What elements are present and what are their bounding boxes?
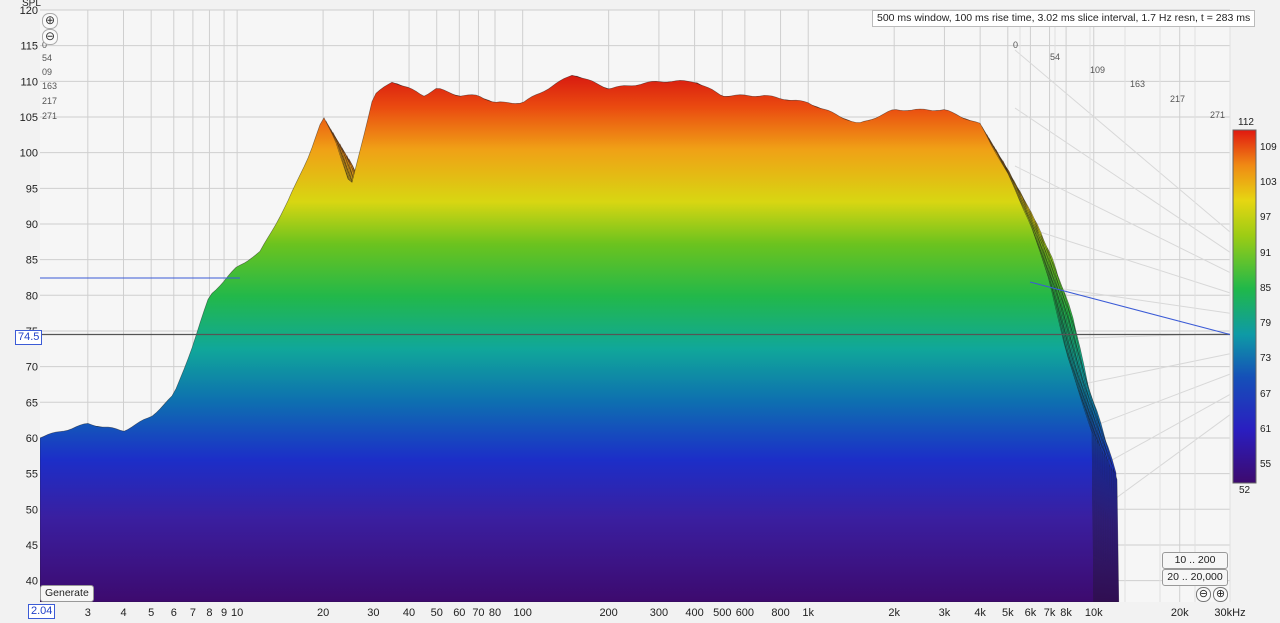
x-tick-label: 300 <box>650 607 668 619</box>
cursor-lines <box>40 277 1231 336</box>
colorbar-tick: 73 <box>1260 353 1272 365</box>
x-tick-label: 200 <box>599 607 617 619</box>
x-tick-label: 100 <box>513 607 531 619</box>
colorbar-min: 52 <box>1239 485 1251 496</box>
x-tick-label: 600 <box>736 607 754 619</box>
x-tick-labels: 3 4 5 6 7 8 9 10 20 30 40 50 60 70 80 100 200 300 400 500 60… <box>85 607 1246 619</box>
x-tick-label: 3k <box>939 607 951 619</box>
y-tick-label: 55 <box>26 469 38 481</box>
colorbar-tick: 91 <box>1260 247 1272 259</box>
waterfall-slice <box>40 74 1095 602</box>
colorbar-tick: 55 <box>1260 459 1272 471</box>
y-axis-label: SPL <box>22 0 41 9</box>
y-tick-label: 50 <box>26 504 38 516</box>
colorbar-tick: 109 <box>1260 141 1277 153</box>
zoom-out-icon[interactable]: ⊖ <box>42 29 58 45</box>
x-tick-label: 4 <box>120 607 126 619</box>
time-axis-left-label: 217 <box>42 96 57 106</box>
x-tick-label: 30kHz <box>1214 607 1245 619</box>
y-tick-label: 45 <box>26 540 38 552</box>
range-10-200-button[interactable]: 10 .. 200 <box>1162 552 1228 569</box>
time-axis-label: 163 <box>1130 79 1145 89</box>
zoom-out-x-icon[interactable]: ⊖ <box>1196 587 1211 602</box>
settings-info: 500 ms window, 100 ms rise time, 3.02 ms… <box>872 10 1256 27</box>
x-tick-label: 70 <box>472 607 484 619</box>
cursor-value[interactable]: 74.5 <box>15 330 43 345</box>
x-tick-label: 10k <box>1085 607 1103 619</box>
colorbar-tick: 67 <box>1260 388 1272 400</box>
y-tick-label: 70 <box>26 362 38 374</box>
y-tick-labels: 120115110105100959085807570656055504540 <box>20 5 38 588</box>
time-axis-left-label: 271 <box>42 111 57 121</box>
time-axis-left-label: 0 <box>42 40 47 50</box>
colorbar-tick: 97 <box>1260 212 1272 224</box>
x-tick-label: 20k <box>1171 607 1189 619</box>
y-tick-label: 110 <box>20 76 38 88</box>
x-tick-label: 10 <box>231 607 243 619</box>
time-axis-left-label: 54 <box>42 53 52 63</box>
freq-min-value[interactable]: 2.04 <box>28 604 56 619</box>
x-tick-label: 6k <box>1025 607 1037 619</box>
generate-button[interactable]: Generate <box>40 585 94 602</box>
colorbar-tick: 85 <box>1260 282 1272 294</box>
x-tick-label: 400 <box>685 607 703 619</box>
colorbar-tick: 79 <box>1260 318 1272 330</box>
y-tick-label: 120 <box>20 5 38 17</box>
range-20-20000-button[interactable]: 20 .. 20,000 <box>1162 569 1228 586</box>
time-axis-left-label: 163 <box>42 81 57 91</box>
x-tick-label: 30 <box>367 607 379 619</box>
colorbar <box>1232 129 1257 484</box>
x-tick-label: 7 <box>190 607 196 619</box>
y-tick-label: 85 <box>26 255 38 267</box>
time-axis-left-label: 09 <box>42 67 52 77</box>
y-tick-label: 65 <box>26 397 38 409</box>
x-tick-label: 5 <box>148 607 154 619</box>
time-axis-label: 0 <box>1013 40 1018 50</box>
time-axis-labels: 0 54 109 163 217 271 0 54 09 163 217 271 <box>42 40 1225 121</box>
y-tick-label: 90 <box>26 219 38 231</box>
x-tick-label: 2k <box>888 607 900 619</box>
y-tick-label: 60 <box>26 433 38 445</box>
x-tick-label: 80 <box>489 607 501 619</box>
time-axis-label: 109 <box>1090 65 1105 75</box>
x-tick-label: 4k <box>974 607 986 619</box>
colorbar-max: 112 <box>1238 117 1254 128</box>
colorbar-tick: 103 <box>1260 176 1277 188</box>
time-axis-label: 217 <box>1170 94 1185 104</box>
x-tick-label: 5k <box>1002 607 1014 619</box>
waterfall-slices <box>40 74 1120 602</box>
y-tick-label: 95 <box>26 183 38 195</box>
x-tick-label: 3 <box>85 607 91 619</box>
x-tick-label: 20 <box>317 607 329 619</box>
y-tick-label: 40 <box>26 576 38 588</box>
y-tick-label: 115 <box>20 41 38 53</box>
x-tick-label: 800 <box>771 607 789 619</box>
y-tick-label: 80 <box>26 290 38 302</box>
x-tick-label: 7k <box>1044 607 1056 619</box>
y-tick-label: 100 <box>20 148 38 160</box>
x-tick-label: 1k <box>802 607 814 619</box>
time-axis-label: 271 <box>1210 110 1225 120</box>
colorbar-tick: 61 <box>1260 424 1272 436</box>
time-axis-label: 54 <box>1050 52 1060 62</box>
zoom-in-x-icon[interactable]: ⊕ <box>1213 587 1228 602</box>
x-tick-label: 500 <box>713 607 731 619</box>
x-tick-label: 8k <box>1060 607 1072 619</box>
x-tick-label: 50 <box>431 607 443 619</box>
x-tick-label: 8 <box>206 607 212 619</box>
y-tick-label: 105 <box>20 112 38 124</box>
x-tick-label: 60 <box>453 607 465 619</box>
x-tick-label: 9 <box>221 607 227 619</box>
zoom-in-icon[interactable]: ⊕ <box>42 13 58 29</box>
x-tick-label: 6 <box>171 607 177 619</box>
x-tick-label: 40 <box>403 607 415 619</box>
